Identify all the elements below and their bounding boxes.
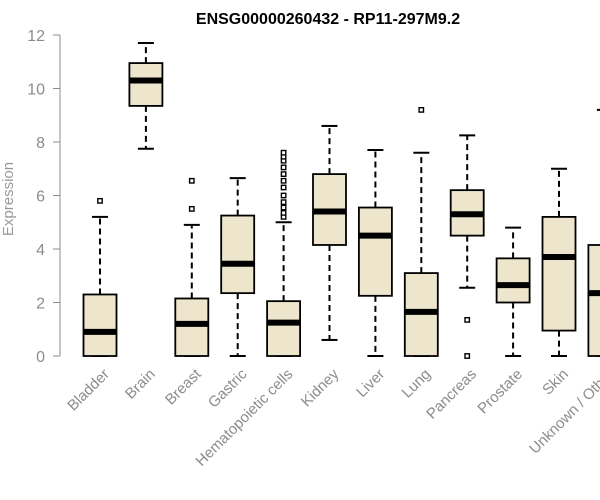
box-brain: [128, 42, 164, 150]
box-lung: [403, 106, 439, 357]
outlier-hematopoietic-cells-4: [280, 192, 287, 199]
x-tick-label-bladder: Bladder: [64, 366, 113, 415]
y-axis: 0 2 4 6 8 10 12: [27, 28, 61, 366]
box-skin: [541, 167, 577, 357]
box-rect-skin: [541, 215, 577, 332]
outlier-hematopoietic-cells-6: [280, 177, 287, 184]
box-rect-brain: [128, 62, 164, 107]
y-tick-label-4: 4: [36, 242, 45, 259]
x-tick-label-lung: Lung: [399, 366, 435, 402]
box-rect-gastric: [220, 214, 256, 295]
outlier-hematopoietic-cells-1: [280, 209, 287, 216]
outlier-breast-0: [188, 205, 195, 212]
outlier-bladder-0: [97, 197, 103, 204]
box-rect-liver: [357, 206, 393, 297]
outlier-pancreas-0: [464, 316, 471, 323]
box-unknown-other: [587, 108, 600, 357]
box-pancreas: [449, 134, 485, 359]
x-tick-label-brain: Brain: [122, 366, 159, 403]
outlier-hematopoietic-cells-11: [280, 149, 287, 156]
x-tick-label-pancreas: Pancreas: [423, 366, 480, 423]
box-rect-hematopoietic-cells: [266, 300, 302, 357]
outlier-hematopoietic-cells-2: [280, 204, 287, 211]
box-kidney: [312, 124, 347, 341]
outlier-lung-0: [418, 106, 425, 113]
box-prostate: [495, 226, 531, 357]
box-liver: [357, 149, 393, 357]
outlier-hematopoietic-cells-8: [280, 164, 287, 171]
outlier-breast-1: [188, 177, 195, 184]
box-rect-bladder: [82, 293, 118, 357]
x-tick-label-kidney: Kidney: [298, 365, 343, 410]
outlier-pancreas-1: [464, 353, 471, 359]
y-tick-label-0: 0: [36, 349, 45, 366]
box-rect-prostate: [495, 257, 531, 304]
outlier-hematopoietic-cells-3: [280, 199, 287, 206]
box-gastric: [220, 177, 256, 357]
box-rect-unknown-other: [587, 244, 600, 357]
chart-title: ENSG00000260432 - RP11-297M9.2: [196, 11, 460, 28]
y-axis-label: Expression: [0, 162, 17, 236]
box-bladder: [82, 197, 118, 357]
box-breast: [174, 177, 210, 357]
y-tick-label-10: 10: [27, 82, 45, 99]
outlier-hematopoietic-cells-5: [280, 184, 287, 191]
y-tick-label-12: 12: [27, 28, 45, 45]
y-tick-label-6: 6: [36, 189, 45, 206]
boxes-group: [82, 42, 600, 359]
x-tick-label-skin: Skin: [539, 366, 572, 399]
y-tick-label-8: 8: [36, 135, 45, 152]
x-tick-label-liver: Liver: [353, 366, 388, 401]
x-tick-label-gastric: Gastric: [205, 365, 251, 411]
box-rect-breast: [174, 297, 210, 357]
y-tick-label-2: 2: [36, 296, 45, 313]
outlier-hematopoietic-cells-7: [280, 171, 287, 177]
box-hematopoietic-cells: [266, 149, 302, 357]
x-tick-label-breast: Breast: [162, 365, 205, 408]
x-tick-label-prostate: Prostate: [474, 366, 526, 418]
